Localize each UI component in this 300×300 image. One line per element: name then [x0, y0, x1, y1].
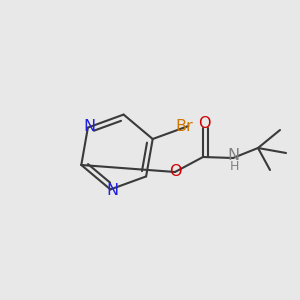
Text: O: O: [198, 116, 210, 130]
Text: Br: Br: [176, 118, 193, 134]
Text: H: H: [229, 160, 239, 173]
Text: N: N: [84, 119, 96, 134]
Text: O: O: [169, 164, 181, 179]
Text: N: N: [106, 183, 118, 198]
Text: N: N: [227, 148, 239, 164]
